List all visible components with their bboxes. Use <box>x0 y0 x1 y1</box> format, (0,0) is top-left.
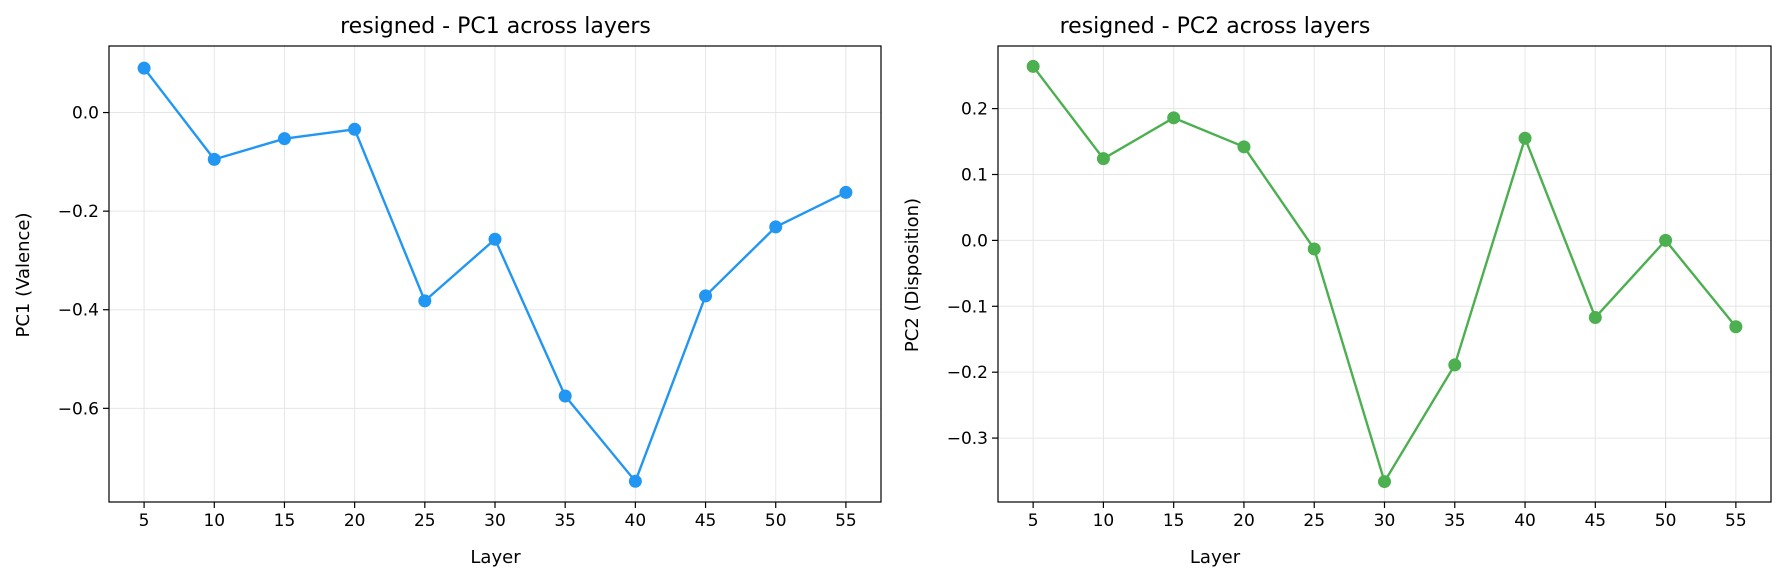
x-tick-label: 40 <box>1514 511 1536 531</box>
data-point <box>488 232 502 246</box>
chart-title: resigned - PC1 across layers <box>340 14 651 39</box>
data-point <box>1448 358 1462 372</box>
y-tick-label: 0.1 <box>961 165 988 185</box>
data-point <box>1518 131 1532 145</box>
x-tick-label: 45 <box>695 511 717 531</box>
y-tick-label: −0.4 <box>58 301 99 321</box>
y-tick-label: 0.2 <box>961 100 988 120</box>
x-tick-label: 15 <box>1163 511 1185 531</box>
data-point <box>1378 475 1391 489</box>
x-tick-label: 15 <box>274 511 296 531</box>
x-tick-label: 55 <box>835 511 857 531</box>
x-tick-label: 30 <box>1374 511 1396 531</box>
x-tick-label: 25 <box>414 511 436 531</box>
axis-ticks: 5 10 15 20 25 30 35 40 45 50 55 0.0 −0.2 −0.4 −0.6 <box>58 104 857 531</box>
x-tick-label: 10 <box>203 511 225 531</box>
plot-marks <box>1026 59 1743 489</box>
chart-title: resigned - PC2 across layers <box>1060 14 1371 39</box>
y-tick-label: −0.2 <box>58 202 99 222</box>
y-tick-label: −0.2 <box>947 363 988 383</box>
data-point <box>699 289 713 303</box>
x-tick-label: 30 <box>484 511 506 531</box>
data-point <box>1307 242 1321 256</box>
data-point <box>207 152 221 166</box>
data-point <box>1729 320 1743 334</box>
data-point <box>1588 310 1602 324</box>
data-point <box>1237 140 1251 154</box>
x-tick-label: 45 <box>1584 511 1606 531</box>
plot-frame <box>108 45 882 503</box>
y-tick-label: −0.3 <box>947 429 988 449</box>
x-tick-label: 35 <box>1444 511 1466 531</box>
x-axis-label: Layer <box>1190 547 1241 568</box>
data-point <box>769 220 783 234</box>
y-tick-label: −0.6 <box>58 399 99 419</box>
data-point <box>839 185 853 199</box>
x-tick-label: 50 <box>765 511 787 531</box>
axis-ticks: 5 10 15 20 25 30 35 40 45 50 55 0.2 0.1 0.0 −0.1 −0.2 −0… <box>947 100 1747 531</box>
chart-panel-pc1: resigned - PC1 across layers Layer PC1 (… <box>13 14 882 568</box>
x-tick-label: 20 <box>1233 511 1255 531</box>
data-point <box>137 61 151 75</box>
data-point <box>418 294 432 308</box>
x-tick-label: 5 <box>139 511 150 531</box>
y-tick-label: 0.0 <box>961 231 988 251</box>
grid <box>998 46 1771 502</box>
data-point <box>1659 233 1673 247</box>
data-point <box>348 122 362 136</box>
x-tick-label: 10 <box>1093 511 1115 531</box>
y-axis-label: PC2 (Disposition) <box>902 198 923 352</box>
y-axis-label: PC1 (Valence) <box>13 212 34 337</box>
data-point <box>558 389 572 403</box>
x-tick-label: 55 <box>1725 511 1747 531</box>
x-tick-label: 25 <box>1303 511 1325 531</box>
x-tick-label: 50 <box>1655 511 1677 531</box>
x-tick-label: 20 <box>344 511 366 531</box>
plot-marks <box>137 61 853 488</box>
data-point <box>1167 111 1181 125</box>
plot-frame <box>997 45 1772 503</box>
x-axis-label: Layer <box>470 547 521 568</box>
grid <box>109 46 881 502</box>
data-point <box>1026 59 1040 73</box>
y-tick-label: 0.0 <box>72 104 99 124</box>
data-point <box>277 132 291 146</box>
chart-panel-pc2: resigned - PC2 across layers Layer PC2 (… <box>902 14 1772 568</box>
y-tick-label: −0.1 <box>947 297 988 317</box>
x-tick-label: 5 <box>1028 511 1039 531</box>
data-point <box>1096 152 1110 166</box>
x-tick-label: 35 <box>554 511 576 531</box>
data-point <box>628 474 642 488</box>
x-tick-label: 40 <box>625 511 647 531</box>
